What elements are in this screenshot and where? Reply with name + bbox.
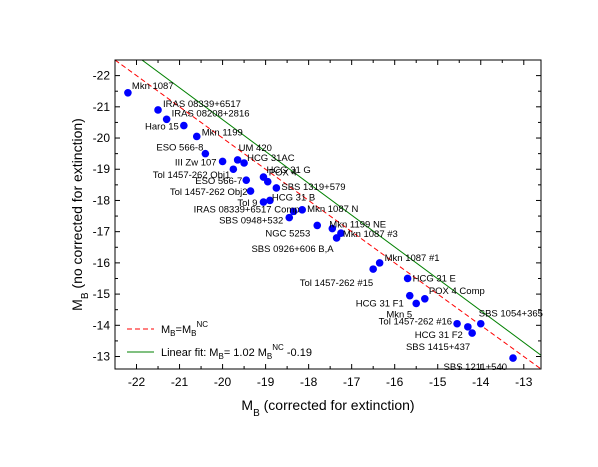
point-label-19: SBS 0948+532 [219,216,283,227]
data-point-2 [162,115,171,124]
data-point-17 [289,207,298,216]
y-tick-label-6: -19 [93,162,111,176]
data-point-1 [154,106,162,114]
data-point-15 [259,198,268,206]
point-label-21: Mkn 1199 NE [329,220,386,231]
y-tick-label-9: -22 [93,69,111,83]
data-point-29 [412,299,421,308]
point-label-33: SBS 1415+437 [406,342,470,353]
y-tick-label-5: -18 [93,193,111,207]
point-label-23: SBS 0926+606 B,A [251,244,334,255]
data-point-26 [403,274,412,283]
legend-label-0: MB=MBNC [161,320,208,338]
y-tick-label-2: -15 [93,287,111,301]
x-axis-label: MB (corrected for extinction) [241,397,414,419]
point-label-18: Mkn 1087 N [307,204,358,215]
x-tick-label-2: -20 [214,375,232,389]
legend-label-1: Linear fit: MB= 1.02 MBNC -0.19 [161,343,312,361]
point-label-25: Tol 1457-262 #15 [300,278,373,289]
data-point-28 [421,294,429,303]
point-label-11: ESO 566-7 [195,176,242,187]
point-label-13: SBS 1319+579 [281,182,345,193]
x-tick-label-0: -22 [128,375,146,389]
point-label-31: SBS 1054+365 [479,309,543,320]
point-label-1: IRAS 08339+6517 [163,99,241,110]
point-label-7: UM 420 [239,143,272,154]
data-point-31 [476,319,485,328]
point-label-26: HCG 31 E [413,273,456,284]
point-label-22: Mkn 1087 #3 [343,229,398,240]
data-point-20 [313,221,322,230]
point-label-28: POX 4 Comp [429,286,485,297]
point-label-6: III Zw 107 [175,157,217,168]
x-tick-label-8: -14 [472,375,490,389]
data-point-11 [242,176,251,184]
point-label-14: Tol 1457-262 Obj2 [170,187,248,198]
data-point-23 [332,234,341,242]
data-point-16 [266,196,274,205]
data-point-18 [298,206,306,214]
plot-frame [114,59,542,370]
data-point-9 [229,165,238,174]
x-tick-label-1: -21 [171,375,189,389]
data-point-4 [192,132,201,141]
y-tick-label-7: -20 [93,131,111,145]
point-label-20: NGC 5253 [265,228,310,239]
y-axis-label: MB (no corrected for extinction) [69,118,91,311]
data-point-12 [263,177,272,186]
data-point-34 [509,354,517,362]
point-label-29: Mkn 5 [386,309,412,320]
y-tick-label-4: -17 [93,225,111,239]
data-point-5 [201,149,210,158]
y-tick-label-0: -13 [93,350,111,364]
point-label-5: ESO 566-8 [156,143,203,154]
point-label-16: HCG 31 B [272,192,315,203]
x-tick-label-4: -18 [300,375,318,389]
data-point-27 [405,291,414,300]
data-point-8 [240,159,248,167]
point-label-3: Haro 15 [145,122,179,133]
data-point-21 [328,224,337,233]
y-tick-label-8: -21 [93,100,111,114]
point-label-32: HCG 31 F2 [415,330,463,341]
x-tick-label-5: -17 [343,375,361,389]
point-label-24: Mkn 1087 #1 [385,253,440,264]
data-point-13 [272,184,281,192]
x-tick-label-7: -15 [429,375,447,389]
point-label-9: Tol 1457-262 Obj1 [153,170,231,181]
y-tick-label-3: -16 [93,256,111,270]
x-tick-label-9: -13 [515,375,533,389]
point-label-34: SBS 1211+540 [444,362,507,373]
data-point-24 [375,259,384,267]
data-point-30 [453,319,461,328]
data-point-33 [468,329,476,337]
point-label-2: IRAS 08208+2816 [172,108,250,119]
data-point-19 [285,213,294,222]
data-point-25 [369,265,377,273]
point-label-4: Mkn 1199 [202,127,243,138]
point-label-0: Mkn 1087 [132,81,174,92]
data-point-7 [233,156,242,164]
x-tick-label-3: -19 [257,375,275,389]
point-label-27: HCG 31 F1 [356,299,404,310]
x-tick-label-6: -16 [386,375,404,389]
data-point-14 [246,187,255,195]
point-label-8: HCG 31AC [247,153,295,164]
point-label-17: IRAS 08339+6517 Comp [194,204,300,215]
data-point-0 [124,88,132,97]
data-point-6 [218,157,227,166]
y-tick-label-1: -14 [93,318,111,332]
data-point-3 [180,121,188,130]
fit-line [141,60,541,356]
point-label-15: Tol 9 [237,198,257,209]
point-label-10: HCG 31 G [266,165,310,176]
point-label-30: Tol 1457-262 #16 [379,317,452,328]
data-point-32 [464,323,472,331]
point-label-12: POX 4 [269,168,297,179]
